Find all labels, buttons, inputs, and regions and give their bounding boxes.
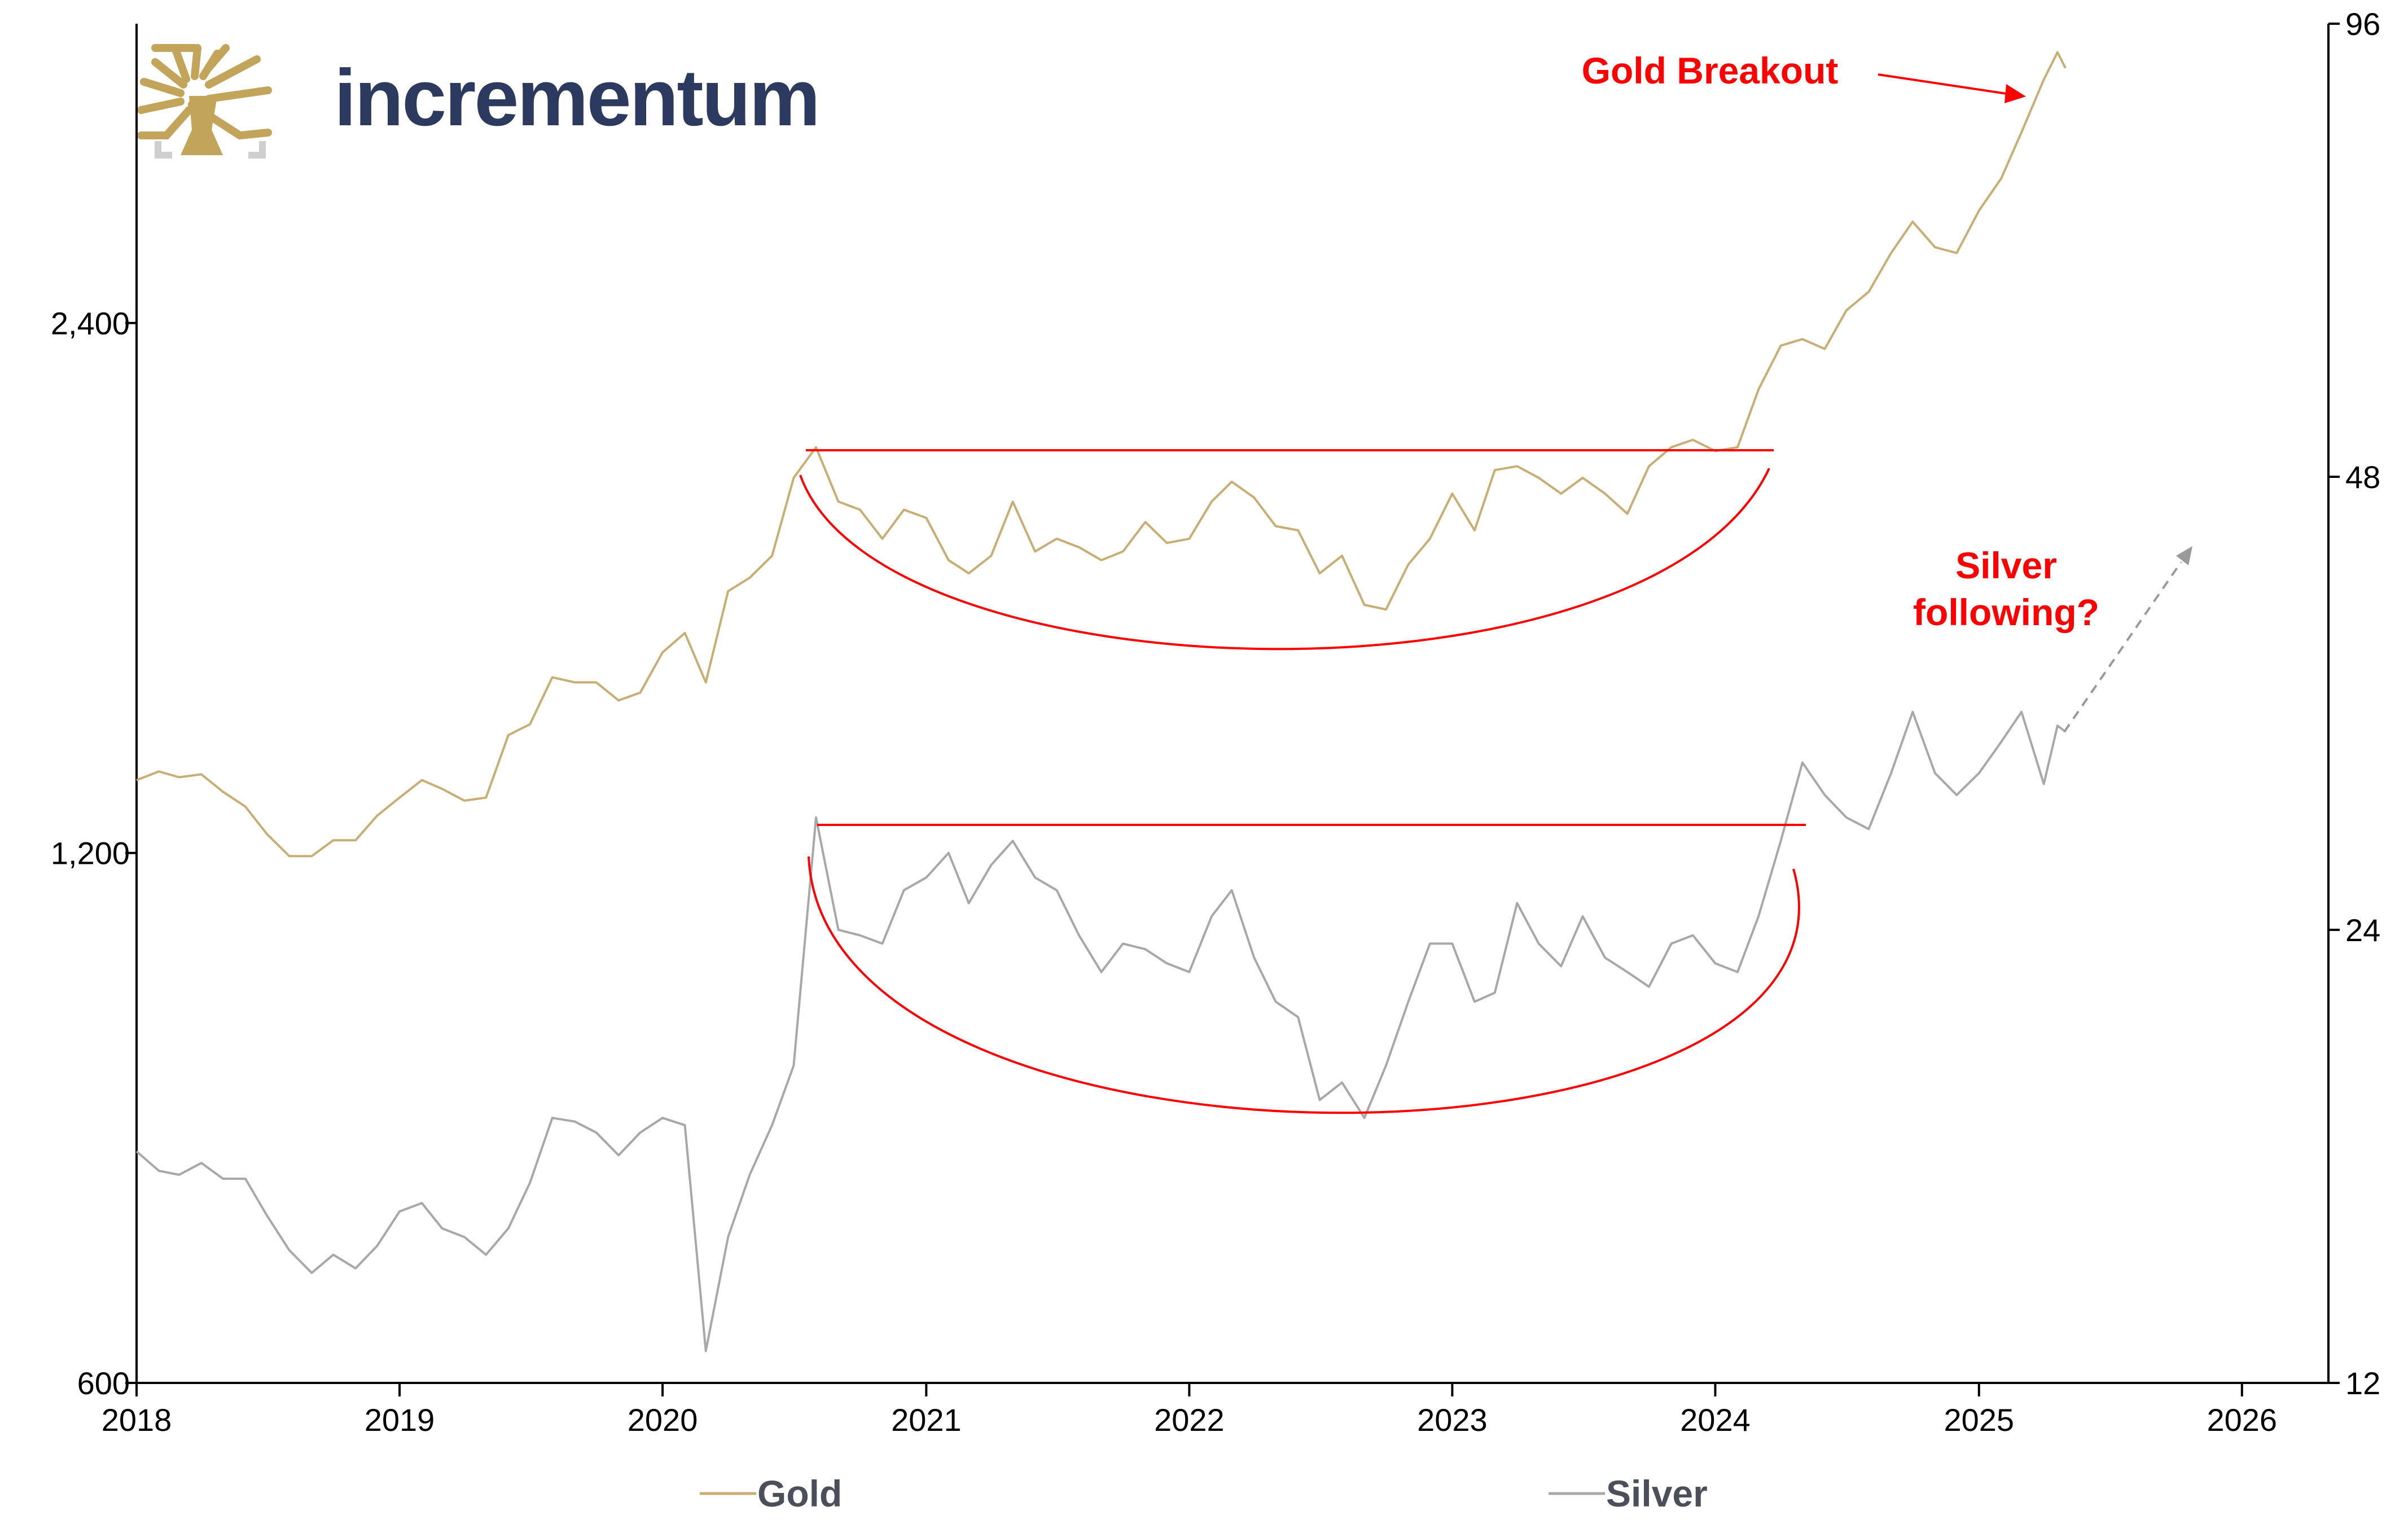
silver-series-line: [135, 710, 2067, 1352]
gold-breakout-label: Gold Breakout: [1582, 50, 1839, 91]
silver-following-label-line2: following?: [1913, 591, 2099, 633]
x-tick-label: 2019: [365, 1402, 435, 1438]
y-left-tick-label: 2,400: [51, 305, 130, 341]
gold-breakout-arrowhead: [2005, 84, 2026, 103]
gold-cup-arc: [799, 468, 1770, 651]
y-right-tick-label: 24: [2345, 912, 2380, 948]
silver-following-label-line1: Silver: [1955, 544, 2057, 586]
gold-breakout-arrow: [1878, 73, 2011, 95]
y-right-tick-label: 48: [2345, 459, 2380, 495]
x-tick-label: 2026: [2207, 1402, 2277, 1438]
x-tick-label: 2024: [1680, 1402, 1751, 1438]
x-tick-label: 2018: [102, 1402, 172, 1438]
incrementum-logo: incrementum: [137, 44, 821, 159]
x-tick-label: 2022: [1154, 1402, 1225, 1438]
series-layer: [135, 51, 2067, 1352]
y-left-tick-label: 600: [77, 1365, 130, 1401]
x-tick-label: 2020: [628, 1402, 698, 1438]
x-tick-label: 2021: [891, 1402, 962, 1438]
y-right-ticks: 12 24 48 96: [2328, 6, 2380, 1401]
logo-text: incrementum: [334, 53, 819, 143]
legend-gold-label: Gold: [757, 1473, 842, 1514]
y-right-tick-label: 96: [2345, 6, 2380, 42]
y-right-tick-label: 12: [2345, 1365, 2380, 1401]
legend-silver-label: Silver: [1606, 1473, 1708, 1514]
x-ticks: 2018 2019 2020 2021 2022 2023 2024 2025 2026: [102, 1383, 2277, 1438]
annotation-overlays: [799, 73, 2192, 1114]
x-tick-label: 2023: [1417, 1402, 1488, 1438]
tree-icon: [137, 44, 272, 159]
silver-dashed-arrowhead: [2176, 546, 2192, 565]
silver-cup-arc: [808, 856, 1800, 1114]
axes: [135, 24, 2330, 1384]
silver-dashed-arrow: [2063, 561, 2182, 733]
y-left-tick-label: 1,200: [51, 836, 130, 871]
x-tick-label: 2025: [1944, 1402, 2014, 1438]
y-left-ticks: 600 1,200 2,400: [51, 305, 137, 1401]
gold-series-line: [136, 51, 2067, 858]
legend: Gold Silver: [700, 1473, 1708, 1514]
